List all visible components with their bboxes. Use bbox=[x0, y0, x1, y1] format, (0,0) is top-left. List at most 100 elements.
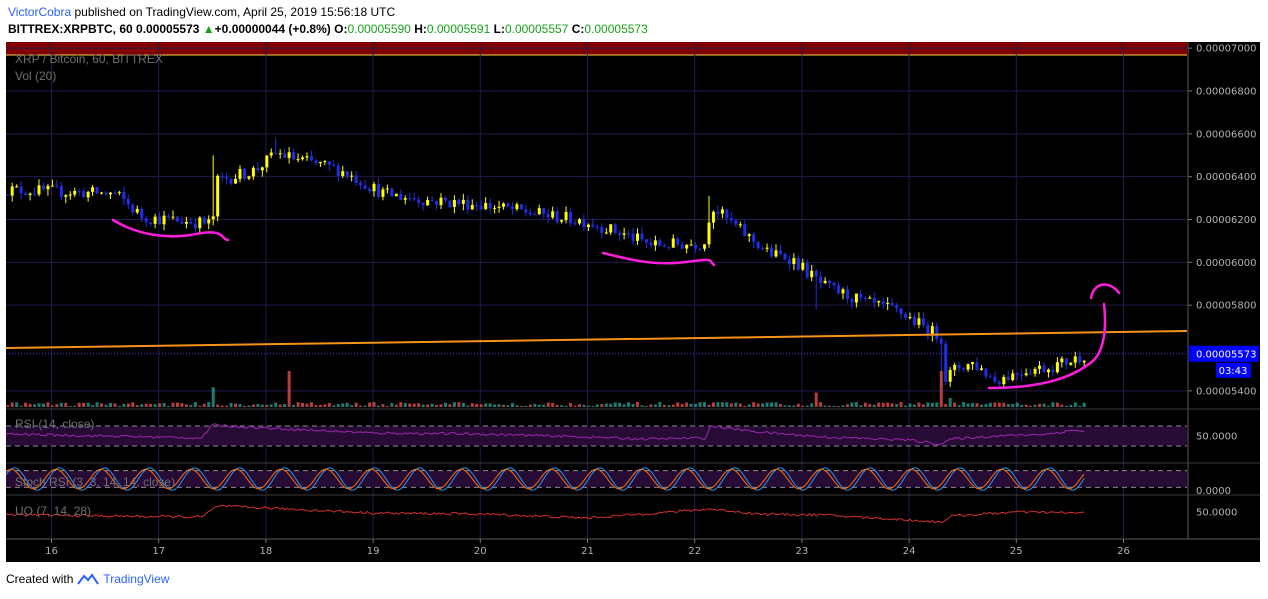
candle-body bbox=[564, 211, 568, 221]
candle-body bbox=[488, 203, 492, 209]
candle-body bbox=[336, 165, 340, 176]
volume-bar bbox=[895, 404, 899, 407]
candle-body bbox=[703, 244, 707, 249]
volume-bar bbox=[636, 402, 640, 407]
candle-body bbox=[33, 193, 37, 195]
chart-area[interactable]: 0.00007000 0.00006800 0.00006600 0.00006400… bbox=[6, 42, 1260, 562]
open-value: 0.00005590 bbox=[347, 22, 411, 36]
candle-body bbox=[586, 224, 590, 228]
candle-body bbox=[484, 203, 488, 210]
price-axis-label: 0.00006000 bbox=[1196, 258, 1256, 269]
low-label: L: bbox=[493, 22, 505, 36]
volume-bar bbox=[211, 387, 215, 407]
candle-body bbox=[971, 362, 975, 365]
volume-bar bbox=[957, 405, 961, 407]
volume-bar bbox=[64, 402, 68, 407]
volume-bar bbox=[341, 403, 345, 407]
volume-bar bbox=[167, 405, 171, 407]
candle-body bbox=[622, 233, 626, 235]
candle-body bbox=[260, 167, 264, 171]
volume-bar bbox=[546, 402, 550, 407]
volume-bar bbox=[153, 404, 157, 407]
volume-bar bbox=[461, 403, 465, 407]
chart-canvas[interactable]: 0.00007000 0.00006800 0.00006600 0.00006400… bbox=[6, 42, 1260, 562]
tradingview-brand-link[interactable]: TradingView bbox=[103, 572, 170, 586]
candle-body bbox=[193, 223, 197, 229]
volume-bar bbox=[850, 402, 854, 407]
candle-body bbox=[895, 305, 899, 309]
candle-body bbox=[435, 201, 439, 205]
volume-bar bbox=[1055, 402, 1059, 407]
candle-body bbox=[412, 198, 416, 200]
volume-bar bbox=[1078, 405, 1082, 407]
candle-body bbox=[944, 343, 948, 382]
volume-bar bbox=[198, 405, 202, 407]
candle-body bbox=[430, 200, 434, 202]
candle-body bbox=[198, 217, 202, 229]
candle-body bbox=[743, 224, 747, 237]
candle-body bbox=[908, 317, 912, 319]
time-axis-label: 21 bbox=[581, 546, 594, 557]
candle-body bbox=[979, 368, 983, 370]
candle-body bbox=[385, 188, 389, 190]
time-axis-label: 19 bbox=[367, 546, 380, 557]
candle-body bbox=[1029, 373, 1033, 375]
volume-bar bbox=[694, 403, 698, 407]
candle-body bbox=[443, 197, 447, 201]
volume-bar bbox=[975, 403, 979, 407]
candle-body bbox=[868, 297, 872, 299]
volume-bar bbox=[301, 402, 305, 407]
volume-bar bbox=[292, 404, 296, 407]
volume-bar bbox=[408, 403, 412, 407]
candle-body bbox=[104, 192, 108, 195]
candle-body bbox=[604, 232, 608, 234]
candle-body bbox=[408, 198, 412, 200]
volume-bar bbox=[180, 403, 184, 407]
volume-bar bbox=[417, 403, 421, 407]
time-axis-label: 26 bbox=[1117, 546, 1130, 557]
volume-bar bbox=[1015, 402, 1019, 407]
candle-body bbox=[698, 248, 702, 250]
candle-body bbox=[296, 159, 300, 161]
volume-bar bbox=[680, 404, 684, 407]
volume-bar bbox=[569, 403, 573, 407]
candle-body bbox=[774, 250, 778, 257]
candle-body bbox=[493, 207, 497, 209]
candle-body bbox=[242, 168, 246, 179]
candle-body bbox=[542, 208, 546, 214]
volume-bar bbox=[171, 402, 175, 407]
volume-bar bbox=[689, 403, 693, 407]
candle-body bbox=[6, 194, 10, 196]
candle-body bbox=[667, 246, 671, 248]
volume-bar bbox=[1011, 403, 1015, 407]
candle-body bbox=[752, 234, 756, 242]
volume-bar bbox=[962, 402, 966, 407]
candle-body bbox=[926, 325, 930, 336]
countdown-badge bbox=[1216, 362, 1251, 378]
candle-body bbox=[627, 233, 631, 235]
author-link[interactable]: VictorCobra bbox=[8, 5, 72, 19]
candle-body bbox=[823, 280, 827, 284]
volume-bar bbox=[560, 405, 564, 407]
volume-bar bbox=[372, 402, 376, 407]
candle-body bbox=[417, 199, 421, 203]
volume-bar bbox=[845, 404, 849, 407]
candle-body bbox=[207, 219, 211, 224]
candle-body bbox=[533, 214, 537, 216]
candle-body bbox=[609, 224, 613, 233]
candle-body bbox=[220, 175, 224, 178]
candle-body bbox=[117, 191, 121, 193]
candle-body bbox=[149, 222, 153, 224]
volume-bar bbox=[466, 405, 470, 407]
volume-bar bbox=[149, 403, 153, 407]
candle-body bbox=[573, 223, 577, 225]
candle-body bbox=[229, 178, 233, 184]
volume-pane-label: Vol (20) bbox=[15, 69, 57, 83]
volume-bar bbox=[988, 402, 992, 407]
volume-bar bbox=[104, 404, 108, 407]
rsi-axis-label: 50.0000 bbox=[1196, 432, 1237, 443]
candle-body bbox=[135, 208, 139, 213]
candle-body bbox=[180, 221, 184, 224]
candle-body bbox=[837, 285, 841, 294]
candle-body bbox=[506, 203, 510, 207]
